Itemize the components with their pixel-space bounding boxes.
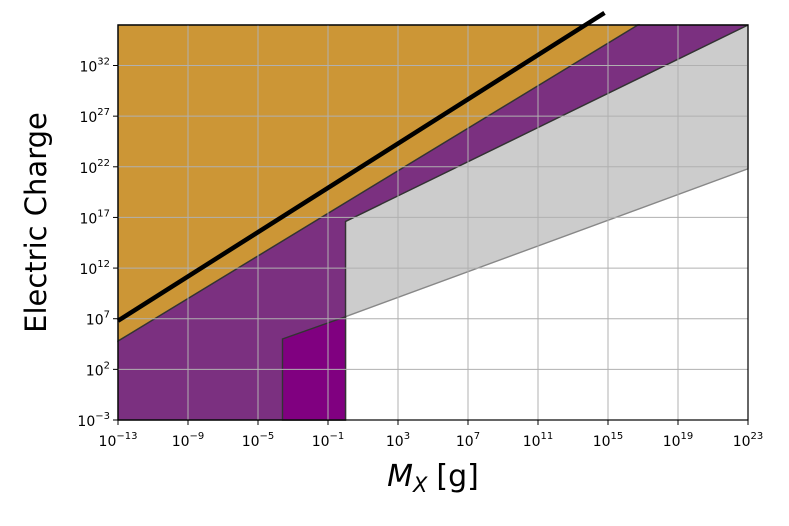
y-tick-label-2: 107 [86,310,110,329]
x-tick-label-5: 107 [456,431,480,450]
x-tick-label-3: 10−1 [312,431,345,450]
x-tick-label-7: 1015 [593,431,624,450]
x-tick-label-0: 10−13 [99,431,138,450]
x-tick-label-2: 10−5 [242,431,275,450]
boundary-lines [116,10,606,323]
y-axis-title: Electric Charge [19,112,53,333]
y-tick-label-1: 102 [86,360,110,379]
y-tick-label-3: 1012 [79,259,110,278]
x-axis-title-unit: [g] [436,459,478,494]
y-axis-ticks: 10−3 102 107 1012 1017 1022 1027 1032 [77,57,118,430]
y-tick-label-6: 1027 [79,107,110,126]
bound-line-1 [116,10,606,323]
x-axis-title-main: M [387,459,413,494]
x-axis-title-subscript: X [412,473,428,497]
x-tick-label-6: 1011 [523,431,554,450]
x-tick-label-9: 1023 [733,431,764,450]
x-axis-ticks: 10−13 10−9 10−5 10−1 103 107 1011 1015 1019 1023 [99,420,764,450]
x-tick-label-4: 103 [386,431,410,450]
y-tick-label-4: 1017 [79,208,110,227]
shaded-regions [117,23,749,421]
y-tick-label-0: 10−3 [77,411,110,430]
x-tick-label-1: 10−9 [172,431,205,450]
y-tick-label-5: 1022 [79,158,110,177]
plot-frame [117,24,749,421]
y-tick-label-7: 1032 [79,57,110,76]
x-tick-label-8: 1019 [663,431,694,450]
x-axis-title: MX [g] [387,459,479,497]
